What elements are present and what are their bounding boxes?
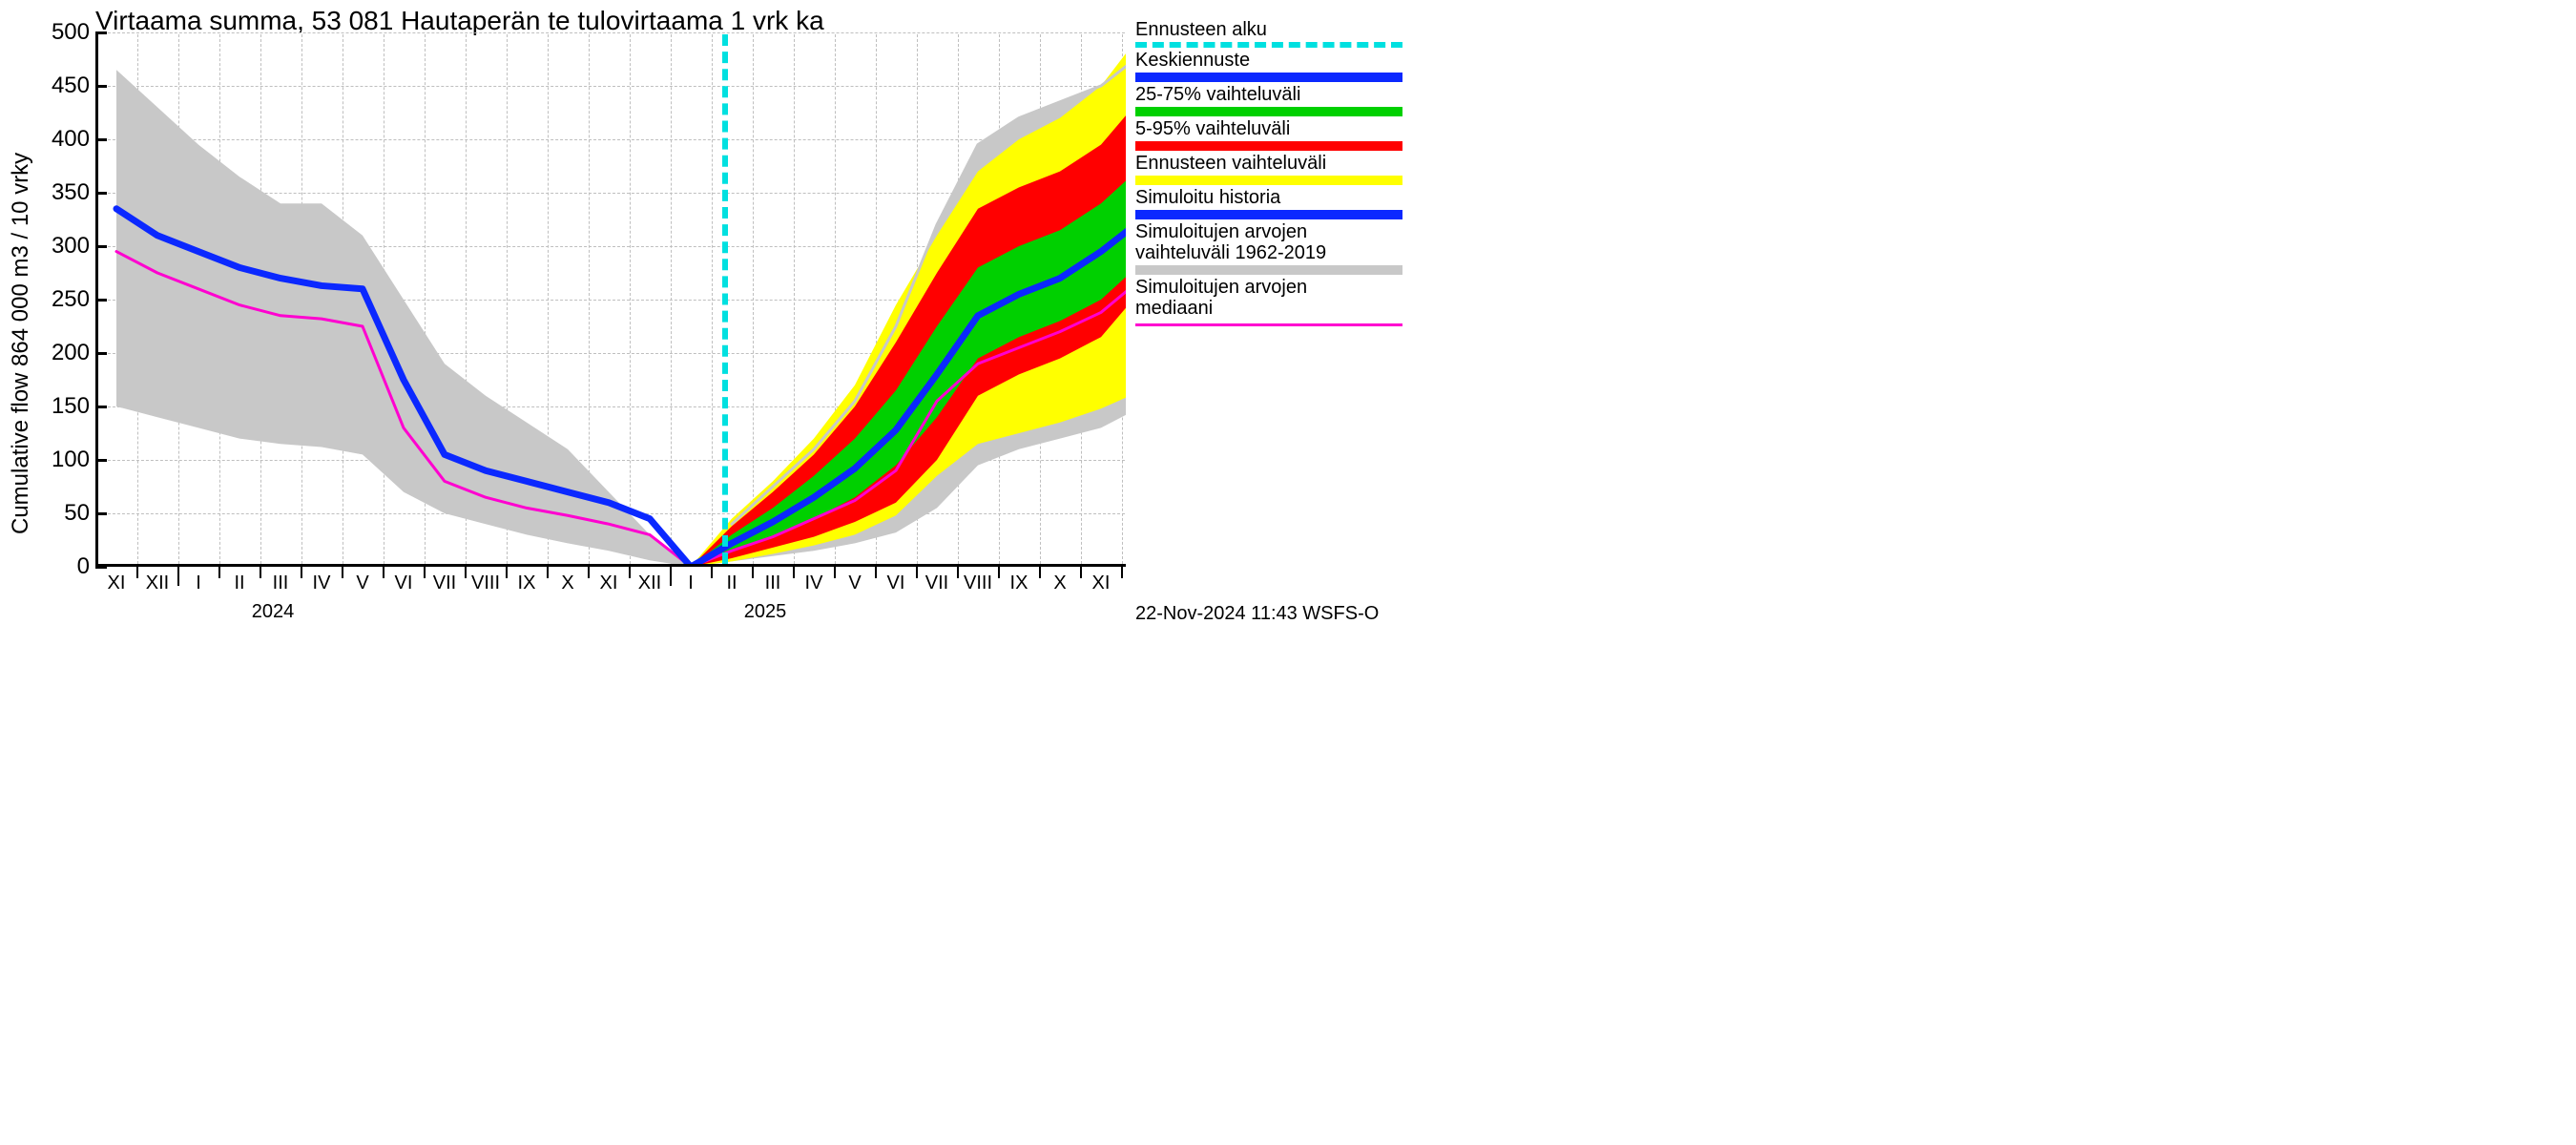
x-tick-label: XI bbox=[1092, 572, 1111, 594]
y-tick-label: 400 bbox=[4, 126, 90, 153]
x-tick-label: V bbox=[848, 572, 861, 594]
x-tick-label: II bbox=[726, 572, 737, 594]
legend-swatch bbox=[1135, 73, 1402, 82]
x-tick-label: XII bbox=[146, 572, 169, 594]
legend-item: Simuloitujen arvojenvaihteluväli 1962-20… bbox=[1135, 221, 1422, 275]
legend-swatch bbox=[1135, 323, 1402, 326]
legend-label: 25-75% vaihteluväli bbox=[1135, 84, 1422, 105]
y-tick-label: 100 bbox=[4, 447, 90, 473]
x-tick-mark bbox=[342, 567, 343, 578]
x-tick-label: IV bbox=[805, 572, 823, 594]
x-tick-mark bbox=[465, 567, 467, 578]
y-tick-label: 0 bbox=[4, 553, 90, 580]
legend-label: Simuloitujen arvojenmediaani bbox=[1135, 277, 1422, 319]
y-tick-label: 450 bbox=[4, 73, 90, 99]
x-tick-mark bbox=[834, 567, 836, 578]
y-tick-label: 200 bbox=[4, 340, 90, 366]
legend-swatch bbox=[1135, 210, 1402, 219]
legend-swatch bbox=[1135, 107, 1402, 116]
legend-label: Ennusteen alku bbox=[1135, 19, 1422, 40]
y-tick-label: 50 bbox=[4, 500, 90, 527]
x-tick-mark bbox=[998, 567, 1000, 578]
y-tick-label: 300 bbox=[4, 233, 90, 260]
x-tick-mark bbox=[218, 567, 220, 578]
x-tick-label: I bbox=[688, 572, 694, 594]
legend-swatch bbox=[1135, 176, 1402, 185]
legend-item: Ennusteen alku bbox=[1135, 19, 1422, 48]
x-year-label: 2025 bbox=[744, 601, 787, 623]
legend-item: Simuloitu historia bbox=[1135, 187, 1422, 219]
x-tick-label: VII bbox=[433, 572, 456, 594]
x-tick-mark bbox=[506, 567, 508, 578]
legend-label: Ennusteen vaihteluväli bbox=[1135, 153, 1422, 174]
x-tick-label: IX bbox=[518, 572, 536, 594]
legend-label: Simuloitu historia bbox=[1135, 187, 1422, 208]
chart-container: Virtaama summa, 53 081 Hautaperän te tul… bbox=[0, 0, 1431, 636]
legend-label: Simuloitujen arvojenvaihteluväli 1962-20… bbox=[1135, 221, 1422, 263]
x-tick-label: IX bbox=[1010, 572, 1028, 594]
forecast-start-line bbox=[722, 34, 728, 564]
x-tick-label: IV bbox=[313, 572, 331, 594]
y-tick-label: 250 bbox=[4, 286, 90, 313]
y-tick-label: 150 bbox=[4, 393, 90, 420]
x-tick-mark bbox=[957, 567, 959, 578]
x-tick-mark bbox=[711, 567, 713, 578]
x-tick-mark bbox=[177, 567, 179, 586]
x-tick-mark bbox=[588, 567, 590, 578]
x-tick-mark bbox=[260, 567, 261, 578]
x-tick-mark bbox=[1080, 567, 1082, 578]
x-tick-label: VIII bbox=[471, 572, 500, 594]
x-tick-mark bbox=[670, 567, 672, 586]
legend-label: Keskiennuste bbox=[1135, 50, 1422, 71]
legend-swatch bbox=[1135, 265, 1402, 275]
x-tick-label: VI bbox=[887, 572, 905, 594]
x-tick-mark bbox=[916, 567, 918, 578]
x-tick-mark bbox=[136, 567, 138, 578]
x-tick-mark bbox=[301, 567, 302, 578]
plot-area bbox=[95, 32, 1126, 567]
timestamp-label: 22-Nov-2024 11:43 WSFS-O bbox=[1135, 603, 1379, 625]
x-tick-label: I bbox=[196, 572, 201, 594]
x-tick-mark bbox=[752, 567, 754, 578]
legend-item: 25-75% vaihteluväli bbox=[1135, 84, 1422, 116]
x-tick-mark bbox=[793, 567, 795, 578]
x-tick-mark bbox=[547, 567, 549, 578]
x-tick-label: V bbox=[356, 572, 368, 594]
x-tick-label: X bbox=[1053, 572, 1066, 594]
x-tick-label: X bbox=[561, 572, 573, 594]
legend-swatch bbox=[1135, 42, 1402, 48]
x-tick-label: XI bbox=[108, 572, 126, 594]
x-tick-label: III bbox=[273, 572, 289, 594]
x-tick-mark bbox=[1039, 567, 1041, 578]
legend-item: Keskiennuste bbox=[1135, 50, 1422, 82]
x-tick-label: II bbox=[234, 572, 244, 594]
x-tick-label: XII bbox=[638, 572, 661, 594]
legend-label: 5-95% vaihteluväli bbox=[1135, 118, 1422, 139]
legend-item: 5-95% vaihteluväli bbox=[1135, 118, 1422, 151]
legend: Ennusteen alku Keskiennuste 25-75% vaihtel… bbox=[1135, 19, 1422, 328]
y-tick-label: 500 bbox=[4, 19, 90, 46]
x-tick-mark bbox=[424, 567, 426, 578]
legend-item: Simuloitujen arvojenmediaani bbox=[1135, 277, 1422, 326]
x-year-label: 2024 bbox=[252, 601, 295, 623]
y-tick-label: 350 bbox=[4, 179, 90, 206]
x-tick-mark bbox=[383, 567, 384, 578]
legend-swatch bbox=[1135, 141, 1402, 151]
x-tick-label: VI bbox=[395, 572, 413, 594]
x-tick-mark bbox=[875, 567, 877, 578]
x-tick-mark bbox=[1121, 567, 1123, 578]
x-tick-label: VIII bbox=[964, 572, 992, 594]
x-tick-mark bbox=[629, 567, 631, 578]
x-tick-label: VII bbox=[925, 572, 948, 594]
x-tick-label: III bbox=[765, 572, 781, 594]
x-tick-label: XI bbox=[600, 572, 618, 594]
legend-item: Ennusteen vaihteluväli bbox=[1135, 153, 1422, 185]
